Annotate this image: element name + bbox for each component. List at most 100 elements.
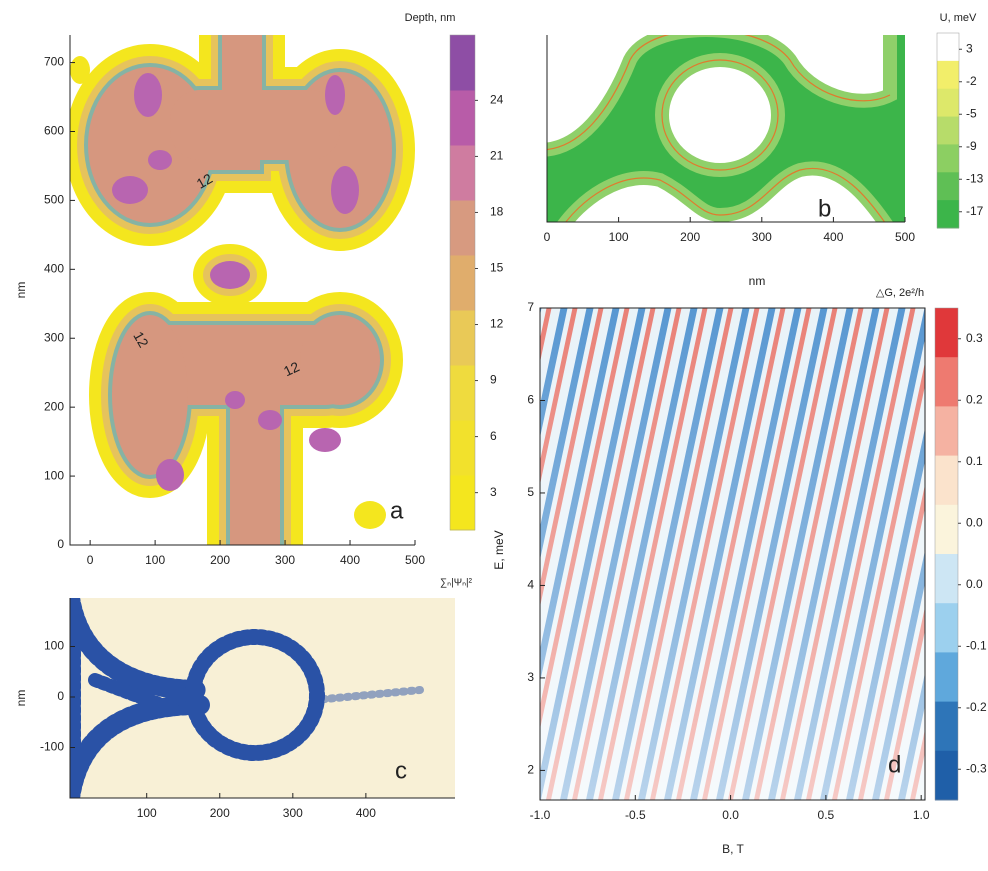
colorbar-segment bbox=[937, 144, 959, 172]
colorbar-segment bbox=[935, 406, 958, 456]
colorbar-segment bbox=[935, 554, 958, 604]
x-tick-label: 0.0 bbox=[722, 808, 739, 822]
x-tick-label: 500 bbox=[895, 230, 915, 244]
x-tick-label: 100 bbox=[145, 553, 165, 567]
colorbar-segment bbox=[450, 90, 475, 146]
colorbar-tick-label: 18 bbox=[490, 205, 504, 219]
colorbar-tick-label: 0.1 bbox=[966, 454, 983, 468]
x-tick-label: 200 bbox=[680, 230, 700, 244]
colorbar-tick-label: 21 bbox=[490, 149, 504, 163]
y-tick-label: 3 bbox=[527, 670, 534, 684]
colorbar-tick-label: 3 bbox=[966, 41, 973, 55]
x-tick-label: 200 bbox=[210, 806, 230, 820]
colorbar-segment bbox=[937, 61, 959, 89]
x-tick-label: -1.0 bbox=[530, 808, 551, 822]
colorbar-tick-label: -0.3 bbox=[966, 761, 987, 775]
colorbar-segment bbox=[935, 308, 958, 358]
y-tick-label: 600 bbox=[44, 124, 64, 138]
panel-letter: d bbox=[888, 751, 901, 778]
colorbar-tick-label: 0.2 bbox=[966, 392, 983, 406]
colorbar-tick-label: 0.0 bbox=[966, 577, 983, 591]
colorbar-tick-label: -0.2 bbox=[966, 700, 987, 714]
depth-map bbox=[70, 20, 392, 560]
colorbar-segment bbox=[450, 200, 475, 256]
colorbar-segment bbox=[937, 117, 959, 145]
x-tick-label: 100 bbox=[609, 230, 629, 244]
x-tick-label: 400 bbox=[356, 806, 376, 820]
y-tick-label: 200 bbox=[44, 399, 64, 413]
y-tick-label: 2 bbox=[527, 763, 534, 777]
colorbar-title: Depth, nm bbox=[405, 12, 456, 24]
colorbar-tick-label: 6 bbox=[490, 429, 497, 443]
colorbar-tick-label: -9 bbox=[966, 139, 977, 153]
x-tick-label: 400 bbox=[823, 230, 843, 244]
colorbar-title: △G, 2e²/h bbox=[876, 287, 924, 299]
colorbar-segment bbox=[937, 200, 959, 228]
colorbar-tick-label: -2 bbox=[966, 74, 977, 88]
y-tick-label: 700 bbox=[44, 55, 64, 69]
x-tick-label: -0.5 bbox=[625, 808, 646, 822]
y-tick-label: 5 bbox=[527, 485, 534, 499]
colorbar-tick-label: -13 bbox=[966, 171, 984, 185]
y-axis-label: nm bbox=[14, 690, 28, 707]
y-axis-label: nm bbox=[14, 282, 28, 299]
colorbar-segment bbox=[935, 751, 958, 801]
y-tick-label: 4 bbox=[527, 578, 534, 592]
colorbar-segment bbox=[450, 35, 475, 91]
colorbar-segment bbox=[935, 357, 958, 407]
x-tick-label: 200 bbox=[210, 553, 230, 567]
x-tick-label: 0 bbox=[87, 553, 94, 567]
colorbar-segment bbox=[937, 33, 959, 61]
colorbar-tick-label: 9 bbox=[490, 373, 497, 387]
colorbar-tick-label: 12 bbox=[490, 317, 504, 331]
y-tick-label: 0 bbox=[57, 537, 64, 551]
conductance-map bbox=[540, 308, 925, 800]
colorbar-segment bbox=[935, 652, 958, 702]
y-tick-label: 100 bbox=[44, 639, 64, 653]
colorbar-segment bbox=[450, 420, 475, 476]
colorbar-tick-label: 3 bbox=[490, 485, 497, 499]
panel-letter: b bbox=[818, 195, 831, 222]
colorbar-segment bbox=[937, 172, 959, 200]
y-tick-label: 100 bbox=[44, 468, 64, 482]
colorbar-segment bbox=[450, 475, 475, 531]
panel-letter: a bbox=[390, 497, 404, 524]
potential-map bbox=[540, 20, 905, 230]
colorbar-tick-label: -17 bbox=[966, 204, 984, 218]
x-tick-label: 300 bbox=[275, 553, 295, 567]
x-tick-label: 100 bbox=[137, 806, 157, 820]
x-tick-label: 0 bbox=[544, 230, 551, 244]
colorbar-tick-label: -0.1 bbox=[966, 638, 987, 652]
colorbar-tick-label: 24 bbox=[490, 93, 504, 107]
x-tick-label: 300 bbox=[752, 230, 772, 244]
colorbar-tick-label: -5 bbox=[966, 106, 977, 120]
y-tick-label: 500 bbox=[44, 193, 64, 207]
colorbar-title: U, meV bbox=[940, 12, 977, 24]
y-tick-label: 7 bbox=[527, 300, 534, 314]
colorbar-segment bbox=[935, 505, 958, 555]
y-tick-label: 400 bbox=[44, 261, 64, 275]
y-tick-label: 0 bbox=[57, 689, 64, 703]
colorbar-tick-label: 0.0 bbox=[966, 515, 983, 529]
colorbar-segment bbox=[935, 702, 958, 752]
x-tick-label: 1.0 bbox=[913, 808, 930, 822]
colorbar-segment bbox=[450, 145, 475, 201]
x-axis-label: B, T bbox=[722, 842, 744, 856]
x-tick-label: 500 bbox=[405, 553, 425, 567]
colorbar-tick-label: 15 bbox=[490, 261, 504, 275]
x-axis-label: nm bbox=[749, 274, 766, 288]
figure: 01002003004005000100200300400500600700an… bbox=[0, 0, 988, 871]
y-tick-label: 300 bbox=[44, 330, 64, 344]
colorbar-segment bbox=[935, 456, 958, 506]
colorbar-segment bbox=[937, 89, 959, 117]
x-tick-label: 400 bbox=[340, 553, 360, 567]
colorbar-tick-label: 0.3 bbox=[966, 331, 983, 345]
colorbar-segment bbox=[935, 603, 958, 653]
y-tick-label: 6 bbox=[527, 393, 534, 407]
panel-title: ∑ₙ|Ψₙ|² bbox=[440, 578, 473, 589]
colorbar-segment bbox=[450, 310, 475, 366]
x-tick-label: 300 bbox=[283, 806, 303, 820]
y-axis-label: E, meV bbox=[492, 530, 506, 569]
panel-letter: c bbox=[395, 757, 407, 784]
x-tick-label: 0.5 bbox=[818, 808, 835, 822]
